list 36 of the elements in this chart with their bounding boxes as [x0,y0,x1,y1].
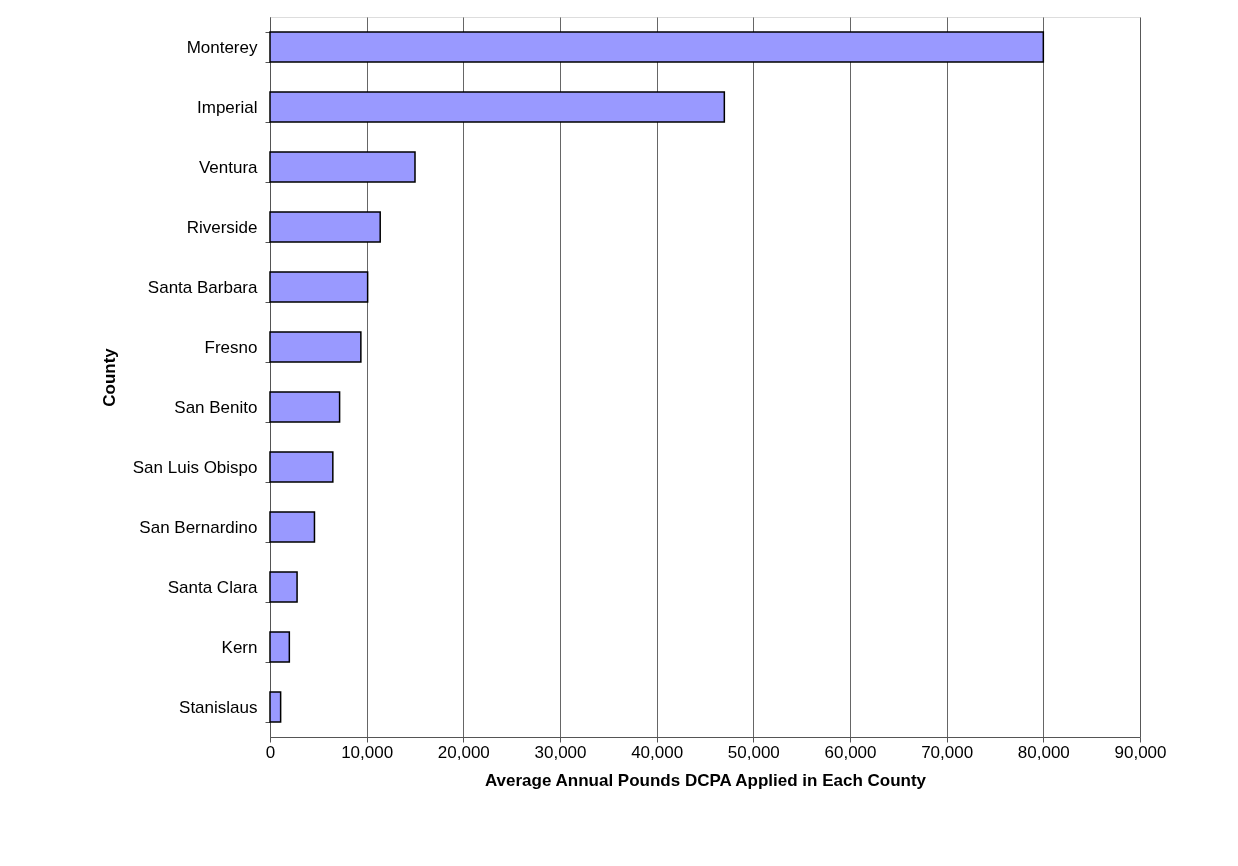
bar [269,31,1045,63]
bar [269,91,726,123]
bar [269,451,334,483]
y-tick-label: Riverside [186,217,258,237]
bar [269,391,341,423]
x-tick-label: 50,000 [727,742,780,762]
x-tick-label: 60,000 [824,742,877,762]
x-tick-label: 20,000 [437,742,490,762]
bar [269,511,316,543]
bar [269,691,282,723]
y-tick-label: Kern [221,637,258,657]
bar [269,331,362,363]
bar [269,271,369,303]
x-tick-label: 80,000 [1017,742,1070,762]
y-tick-label: Monterey [186,37,258,57]
bar [269,571,298,603]
x-tick-label: 0 [265,742,276,762]
y-tick-label: San Luis Obispo [132,457,258,477]
bar [269,631,291,663]
x-axis-title: Average Annual Pounds DCPA Applied in Each County [484,770,927,790]
y-tick-label: Ventura [198,157,259,177]
y-tick-label: San Benito [174,397,258,417]
y-tick-label: Imperial [197,97,258,117]
y-tick-label: Santa Barbara [147,277,259,297]
x-tick-label: 30,000 [534,742,587,762]
bar [269,151,416,183]
bar [269,211,381,243]
y-tick-label: Santa Clara [167,577,259,597]
y-tick-label: Fresno [204,337,258,357]
y-tick-label: Stanislaus [179,697,258,717]
x-tick-label: 90,000 [1114,742,1167,762]
y-tick-label: San Bernardino [139,517,258,537]
x-tick-label: 40,000 [631,742,684,762]
x-tick-label: 70,000 [921,742,974,762]
x-tick-label: 10,000 [341,742,394,762]
y-axis-title: County [99,347,119,407]
